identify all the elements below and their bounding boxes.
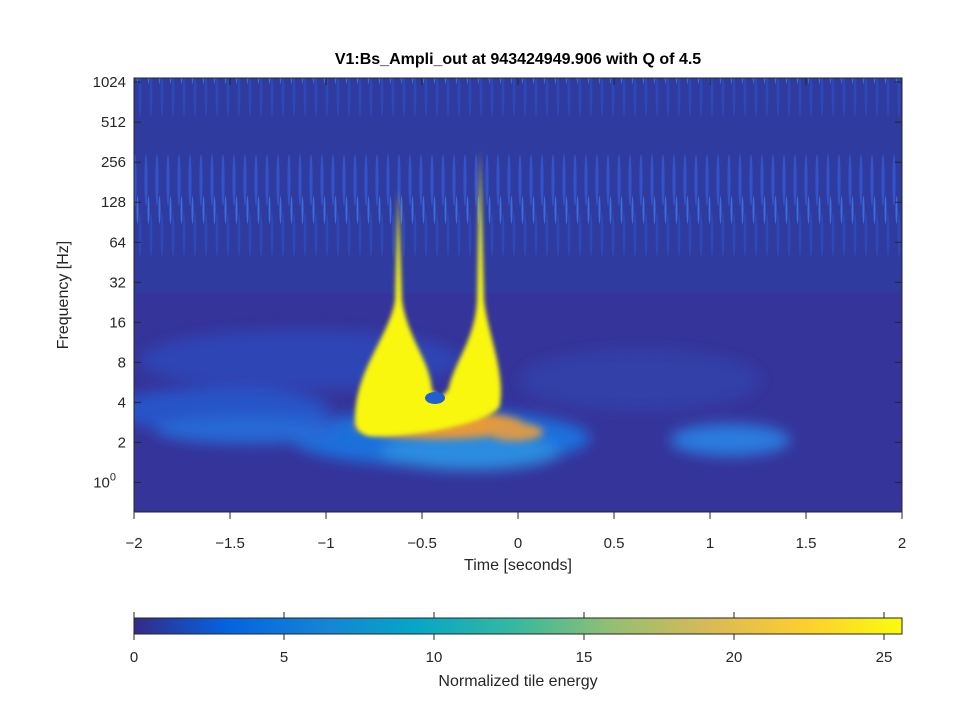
noise-streaks [134,78,902,293]
colorbar-axis: 0 5 10 15 20 25 [130,612,893,666]
colorbar-tick-label: 20 [726,649,743,666]
y-axis: 100 2 4 8 16 32 64 128 256 512 1024 [93,74,902,491]
colorbar-tick-label: 5 [280,649,288,666]
x-tick-label: −2 [125,535,142,552]
y-tick-label: 256 [101,154,126,171]
low-frequency-blob [670,424,790,456]
y-tick-label: 4 [118,394,126,411]
x-axis: −2 −1.5 −1 −0.5 0 0.5 1 1.5 2 [125,78,906,552]
y-axis-label: Frequency [Hz] [55,241,72,349]
gap-between-lobes [425,392,445,404]
x-tick-label: 1 [706,535,714,552]
x-tick-label: 1.5 [796,535,817,552]
x-tick-label: 2 [898,535,906,552]
y-tick-label: 1024 [93,74,126,91]
y-tick-label: 64 [109,234,126,251]
x-tick-label: 0.5 [604,535,625,552]
colorbar [133,617,903,635]
x-tick-label: −0.5 [407,535,437,552]
colorbar-tick-label: 10 [426,649,443,666]
y-tick-label: 512 [101,114,126,131]
y-tick-label: 2 [118,434,126,451]
chart-title: V1:Bs_Ampli_out at 943424949.906 with Q … [335,51,701,68]
chirp-lobes [355,150,501,437]
x-axis-label: Time [seconds] [464,557,572,574]
y-tick-label: 16 [109,314,126,331]
colorbar-tick-label: 0 [130,649,138,666]
y-tick-label: 128 [101,194,126,211]
colorbar-tick-label: 25 [876,649,893,666]
heatmap [134,78,902,512]
y-tick-label: 8 [118,354,126,371]
x-tick-label: 0 [514,535,522,552]
colorbar-tick-label: 15 [576,649,593,666]
colorbar-label: Normalized tile energy [438,673,597,690]
x-tick-label: −1 [317,535,334,552]
x-tick-label: −1.5 [215,535,245,552]
y-tick-label: 100 [93,471,116,491]
y-tick-label: 32 [109,274,126,291]
